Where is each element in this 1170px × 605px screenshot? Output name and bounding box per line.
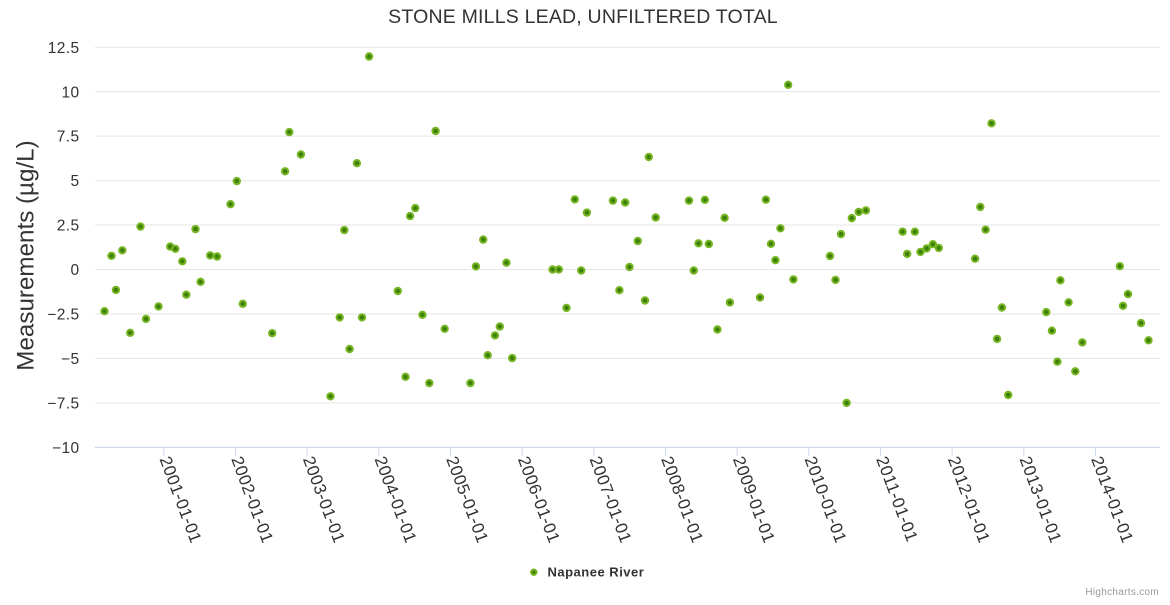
svg-text:STONE MILLS LEAD, UNFILTERED T: STONE MILLS LEAD, UNFILTERED TOTAL [388,6,778,28]
svg-text:Napanee River: Napanee River [548,565,645,580]
svg-text:10: 10 [61,84,79,101]
svg-text:5: 5 [70,173,79,190]
svg-text:7.5: 7.5 [57,129,80,146]
svg-text:−10: −10 [52,440,80,457]
svg-text:−2.5: −2.5 [47,307,79,324]
svg-text:Measurements (µg/L): Measurements (µg/L) [13,140,40,370]
svg-text:Highcharts.com: Highcharts.com [1085,587,1159,598]
svg-text:2.5: 2.5 [57,218,80,235]
svg-text:−7.5: −7.5 [47,396,79,413]
svg-text:−5: −5 [61,351,79,368]
svg-text:12.5: 12.5 [48,40,80,57]
svg-text:0: 0 [70,262,79,279]
